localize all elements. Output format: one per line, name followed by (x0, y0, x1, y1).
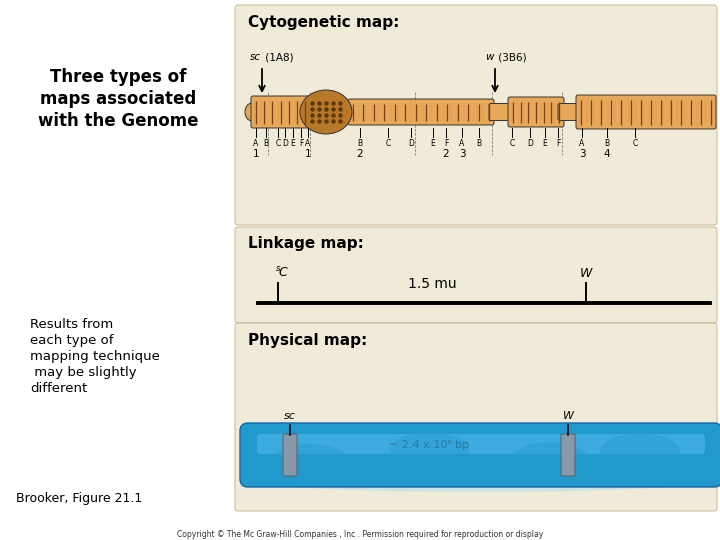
Text: A: A (580, 138, 585, 147)
Text: $^s\!C$: $^s\!C$ (275, 266, 289, 280)
Text: B: B (264, 138, 269, 147)
Text: Three types of: Three types of (50, 68, 186, 86)
Text: Copyright © The Mc Graw-Hill Companies , Inc . Permission required for reproduct: Copyright © The Mc Graw-Hill Companies ,… (177, 530, 543, 539)
Text: B: B (477, 138, 482, 147)
Text: 1.5 mu: 1.5 mu (408, 277, 456, 291)
Ellipse shape (270, 444, 350, 482)
Text: F: F (556, 138, 560, 147)
Text: with the Genome: with the Genome (37, 112, 198, 130)
Text: sc: sc (250, 52, 261, 62)
Text: 3: 3 (579, 149, 585, 159)
Text: Results from: Results from (30, 318, 113, 331)
Text: F: F (444, 138, 448, 147)
Text: D: D (282, 138, 288, 147)
Text: may be slightly: may be slightly (30, 366, 137, 379)
Text: $W$: $W$ (579, 267, 593, 280)
FancyBboxPatch shape (561, 434, 575, 476)
Text: 3: 3 (459, 149, 465, 159)
Text: E: E (431, 138, 436, 147)
Text: ~ 2.4 x 10⁶ bp: ~ 2.4 x 10⁶ bp (389, 440, 469, 450)
Text: C: C (275, 138, 281, 147)
Text: Physical map:: Physical map: (248, 333, 367, 348)
FancyBboxPatch shape (348, 99, 494, 125)
Text: (3B6): (3B6) (495, 52, 526, 62)
Text: C: C (632, 138, 638, 147)
FancyBboxPatch shape (489, 104, 514, 120)
Text: Linkage map:: Linkage map: (248, 236, 364, 251)
FancyBboxPatch shape (235, 227, 717, 323)
Text: C: C (385, 138, 391, 147)
Text: each type of: each type of (30, 334, 114, 347)
Text: different: different (30, 382, 87, 395)
Text: 2: 2 (356, 149, 364, 159)
Text: D: D (408, 138, 414, 147)
Ellipse shape (390, 432, 470, 470)
Ellipse shape (510, 442, 590, 480)
Ellipse shape (258, 470, 704, 492)
Text: D: D (527, 138, 533, 147)
Text: sc: sc (284, 411, 296, 421)
Text: 4: 4 (603, 149, 611, 159)
Text: mapping technique: mapping technique (30, 350, 160, 363)
Ellipse shape (600, 433, 680, 471)
FancyBboxPatch shape (283, 434, 297, 476)
Ellipse shape (245, 103, 259, 121)
Text: A: A (305, 138, 310, 147)
Text: 1: 1 (253, 149, 259, 159)
Text: 1: 1 (305, 149, 311, 159)
Ellipse shape (300, 90, 352, 134)
Text: E: E (543, 138, 547, 147)
Text: Cytogenetic map:: Cytogenetic map: (248, 15, 400, 30)
FancyBboxPatch shape (508, 97, 564, 127)
Text: w: w (485, 52, 494, 62)
Text: Brooker, Figure 21.1: Brooker, Figure 21.1 (16, 492, 143, 505)
FancyBboxPatch shape (251, 96, 310, 128)
Text: 2: 2 (443, 149, 449, 159)
FancyBboxPatch shape (235, 323, 717, 511)
Text: B: B (604, 138, 610, 147)
Text: maps associated: maps associated (40, 90, 196, 108)
Text: W: W (562, 411, 574, 421)
FancyBboxPatch shape (257, 434, 705, 454)
Text: F: F (299, 138, 303, 147)
FancyBboxPatch shape (558, 104, 582, 120)
Text: B: B (357, 138, 363, 147)
FancyBboxPatch shape (235, 5, 717, 225)
Text: (1A8): (1A8) (262, 52, 294, 62)
FancyBboxPatch shape (240, 423, 720, 487)
Text: A: A (459, 138, 464, 147)
FancyBboxPatch shape (576, 95, 716, 129)
Text: A: A (253, 138, 258, 147)
Text: C: C (509, 138, 515, 147)
Text: E: E (291, 138, 295, 147)
